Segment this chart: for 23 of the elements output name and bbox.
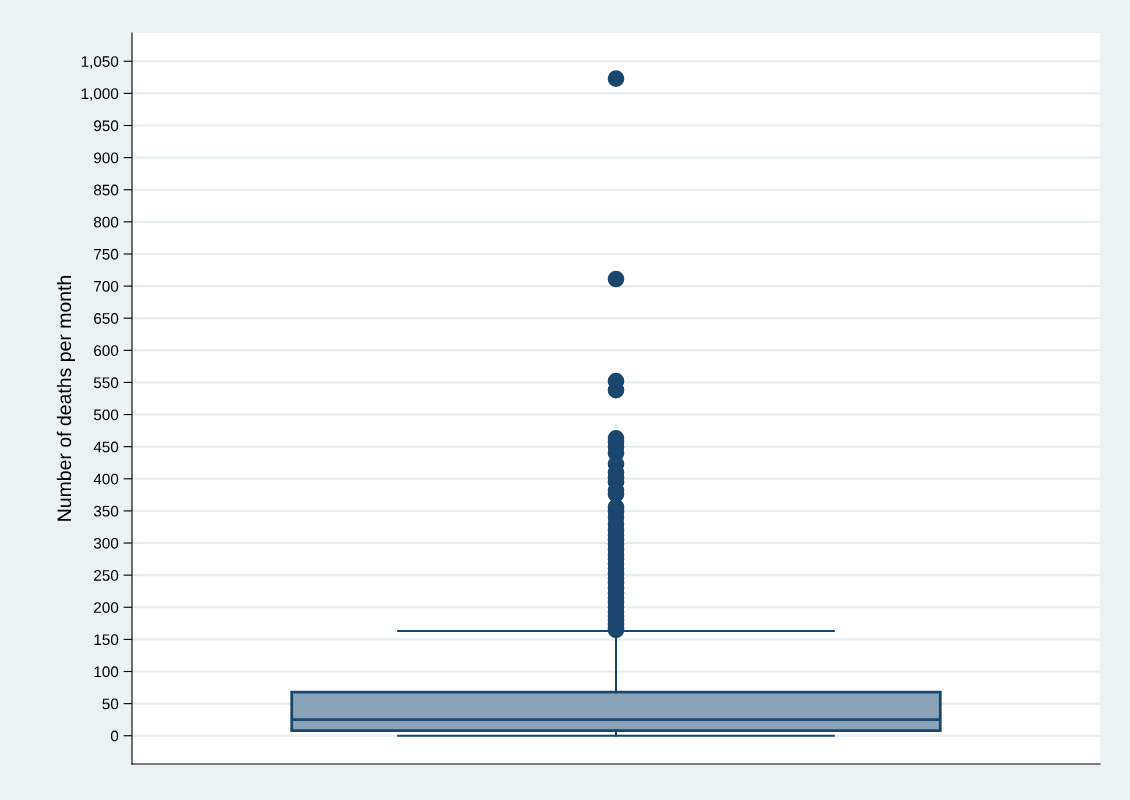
- y-tick-label: 400: [93, 473, 119, 485]
- y-tick-label: 900: [94, 152, 119, 164]
- y-tick-label: 350: [93, 505, 119, 517]
- y-tick-label: 850: [93, 184, 119, 196]
- y-tick-label: 450: [93, 441, 119, 453]
- y-tick-label: 1,050: [81, 56, 119, 69]
- y-tick-label: 50: [102, 698, 119, 710]
- y-tick-label: 700: [94, 280, 119, 292]
- y-tick-label: 600: [94, 345, 119, 357]
- y-tick-label: 0: [110, 730, 119, 742]
- y-tick-label: 800: [93, 216, 119, 228]
- y-tick-label: 550: [93, 377, 119, 389]
- y-tick-label: 950: [94, 120, 119, 132]
- y-axis-title: Number of deaths per month: [56, 276, 76, 521]
- y-tick-label: 150: [94, 634, 119, 646]
- y-tick-label: 650: [94, 313, 119, 324]
- y-tick-label: 300: [93, 537, 119, 549]
- y-tick-label: 250: [94, 570, 119, 581]
- y-tick-label: 100: [94, 666, 119, 678]
- y-tick-label: 750: [94, 248, 119, 260]
- y-tick-label: 1,000: [81, 88, 119, 101]
- y-tick-label: 500: [93, 409, 119, 421]
- y-tick-label: 200: [94, 602, 119, 613]
